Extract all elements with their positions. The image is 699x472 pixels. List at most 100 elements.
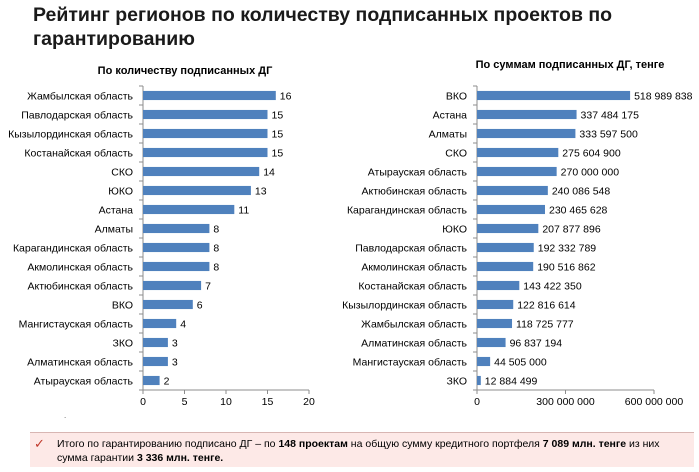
count-value-label: 14: [263, 166, 275, 178]
count-value-label: 2: [164, 375, 170, 387]
count-bar: [143, 204, 235, 215]
sum-category-label: Павлодарская область: [355, 242, 467, 254]
sum-bar: [477, 166, 557, 177]
count-bar: [143, 299, 193, 310]
sum-category-label: Алматинская область: [361, 337, 467, 349]
count-category-label: Алматинская область: [27, 356, 133, 368]
count-category-label: Акмолинская область: [27, 261, 133, 273]
summary-part-1: Итого по гарантированию подписано ДГ – п…: [57, 438, 279, 450]
sum-value-label: 12 884 499: [485, 375, 538, 387]
count-category-label: Астана: [99, 204, 134, 216]
count-bar: [143, 242, 210, 253]
count-bar: [143, 147, 268, 158]
count-bar: [143, 109, 268, 120]
count-category-label: Актюбинская область: [28, 280, 134, 292]
count-x-tick-label: 20: [303, 396, 315, 408]
sum-value-label: 270 000 000: [561, 166, 620, 178]
count-category-label: Карагандинская область: [13, 242, 134, 254]
sum-value-label: 190 516 862: [537, 261, 596, 273]
sum-chart-title: По суммам подписанных ДГ, тенге: [476, 59, 665, 71]
sum-value-label: 96 837 194: [510, 337, 563, 349]
summary-portfolio: 7 089 млн. тенге: [542, 438, 627, 450]
count-category-label: Кызылординская область: [8, 128, 133, 140]
summary-guarantee: 3 336 млн. тенге.: [136, 452, 224, 464]
count-category-label: Жамбылская область: [27, 90, 133, 102]
sum-category-label: ВКО: [446, 90, 467, 102]
sum-value-label: 333 597 500: [579, 128, 638, 140]
count-value-label: 8: [213, 261, 219, 273]
sum-value-label: 118 725 777: [516, 318, 574, 330]
count-bar: [143, 166, 260, 177]
count-category-label: Алматы: [95, 223, 133, 235]
sum-x-tick-label: 600 000 000: [625, 396, 684, 408]
count-bar: [143, 318, 177, 329]
count-category-label: ВКО: [112, 299, 133, 311]
sum-bar: [477, 242, 534, 253]
sum-bar: [477, 318, 513, 329]
sum-value-label: 275 604 900: [562, 147, 621, 159]
sum-value-label: 143 422 350: [523, 280, 582, 292]
count-value-label: 7: [205, 280, 211, 292]
sum-bar: [477, 375, 481, 386]
sum-bar: [477, 280, 520, 291]
summary-text: Итого по гарантированию подписано ДГ – п…: [57, 437, 687, 465]
count-value-label: 3: [172, 337, 178, 349]
sum-category-label: Карагандинская область: [347, 204, 468, 216]
count-bar: [143, 185, 251, 196]
count-value-label: 6: [197, 299, 203, 311]
sum-category-label: Акмолинская область: [361, 261, 467, 273]
count-category-label: Павлодарская область: [21, 109, 133, 121]
stray-dot: .: [64, 411, 67, 420]
summary-projects: 148 проектам: [278, 438, 348, 450]
summary-part-2: на общую сумму кредитного портфеля: [347, 438, 543, 450]
sum-category-label: Алматы: [429, 128, 467, 140]
sum-value-label: 44 505 000: [494, 356, 547, 368]
sum-category-label: Костанайская область: [358, 280, 467, 292]
sum-x-tick-label: 0: [474, 396, 480, 408]
sum-value-label: 240 086 548: [552, 185, 611, 197]
count-chart-title: По количеству подписанных ДГ: [98, 65, 273, 77]
sum-bar: [477, 261, 534, 272]
count-value-label: 15: [272, 109, 284, 121]
count-category-label: ЗКО: [112, 337, 133, 349]
sum-x-tick-label: 300 000 000: [536, 396, 595, 408]
sum-bar: [477, 147, 559, 158]
count-value-label: 4: [180, 318, 186, 330]
summary-note: ✓ Итого по гарантированию подписано ДГ –…: [30, 432, 694, 467]
sum-category-label: Актюбинская область: [362, 185, 468, 197]
count-bar: [143, 356, 168, 367]
sum-value-label: 122 816 614: [517, 299, 576, 311]
count-x-tick-label: 10: [220, 396, 232, 408]
count-x-tick-label: 15: [262, 396, 274, 408]
count-value-label: 8: [213, 242, 219, 254]
count-bar: [143, 261, 210, 272]
sum-bar: [477, 90, 631, 101]
check-icon: ✓: [34, 436, 45, 451]
count-value-label: 16: [280, 90, 292, 102]
sum-value-label: 518 989 838: [634, 90, 693, 102]
sum-category-label: Мангистауская область: [353, 356, 468, 368]
sum-category-label: Атырауская область: [368, 166, 468, 178]
count-bar: [143, 280, 202, 291]
sum-bar: [477, 109, 577, 120]
sum-category-label: ЗКО: [446, 375, 467, 387]
sum-value-label: 230 465 628: [549, 204, 608, 216]
sum-bar: [477, 337, 506, 348]
summary-part-3: из них сумма гарантии: [57, 438, 660, 464]
sum-bar: [477, 204, 545, 215]
count-category-label: СКО: [111, 166, 133, 178]
sum-category-label: СКО: [445, 147, 467, 159]
sum-category-label: Кызылординская область: [342, 299, 467, 311]
sum-category-label: ЮКО: [442, 223, 467, 235]
count-value-label: 15: [272, 128, 284, 140]
count-x-tick-label: 5: [182, 396, 188, 408]
sum-value-label: 337 484 175: [581, 109, 640, 121]
count-bar: [143, 128, 268, 139]
count-bar: [143, 337, 168, 348]
count-value-label: 8: [213, 223, 219, 235]
sum-category-label: Жамбылская область: [361, 318, 467, 330]
sum-bar: [477, 223, 539, 234]
count-value-label: 11: [238, 204, 249, 216]
charts-area: По количеству подписанных ДГ 0 5 10 15 20 Жамб…: [8, 59, 693, 408]
sum-bar: [477, 185, 548, 196]
